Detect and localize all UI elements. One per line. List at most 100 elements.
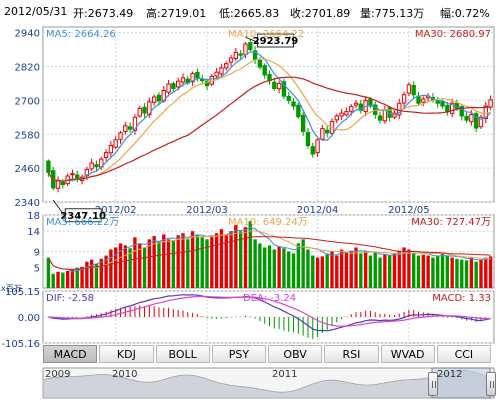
volume-bar <box>157 241 161 288</box>
price-y-tick: 2340 <box>15 198 40 209</box>
volume-bar <box>195 235 200 288</box>
volume-bar <box>479 259 483 288</box>
tab-macd[interactable]: MACD <box>43 345 98 363</box>
volume-bar <box>311 255 315 288</box>
candle-body <box>324 129 330 134</box>
navigator-right-handle[interactable] <box>486 372 496 396</box>
volume-bar <box>51 273 55 288</box>
volume-bar <box>219 229 224 288</box>
volume-bar <box>75 267 79 288</box>
macd-dif-line <box>48 294 491 332</box>
tab-cci[interactable]: CCI <box>436 345 491 363</box>
volume-bar <box>397 251 401 288</box>
price-x-tick: 2012/05 <box>388 205 430 216</box>
tab-rsi[interactable]: RSI <box>324 345 379 363</box>
volume-text: 量:775.13万 <box>360 7 425 20</box>
candle-body <box>459 106 464 117</box>
volume-bar <box>315 257 320 288</box>
volume-bar <box>373 252 377 288</box>
price-ma5-legend: MA5: 2664.26 <box>46 29 116 40</box>
volume-bar <box>445 255 450 288</box>
volume-bar <box>440 253 445 288</box>
tab-boll[interactable]: BOLL <box>155 345 210 363</box>
volume-bar <box>378 257 382 288</box>
candle-body <box>440 101 445 107</box>
volume-bar <box>412 253 416 288</box>
tab-psy[interactable]: PSY <box>211 345 266 363</box>
candle-body <box>478 116 484 128</box>
price-x-tick: 2012/04 <box>297 205 339 216</box>
candle-body <box>344 111 349 116</box>
candle-body <box>401 94 407 104</box>
volume-bar <box>416 255 421 288</box>
volume-bar <box>94 263 99 288</box>
volume-bar <box>133 237 137 288</box>
candle-body <box>142 106 147 114</box>
volume-bar <box>89 259 94 288</box>
volume-bar <box>301 239 305 288</box>
volume-bar <box>431 257 435 288</box>
candle-body <box>421 98 426 103</box>
candle-body <box>305 132 311 147</box>
navigator-history-area <box>42 370 495 399</box>
volume-bar <box>387 255 392 288</box>
macd-dif-legend: DIF: -2.58 <box>46 293 94 304</box>
candle-body <box>224 63 229 69</box>
candle-body <box>137 107 142 117</box>
volume-bar <box>330 251 334 288</box>
volume-bar <box>421 254 425 288</box>
macd-dea-legend: DEA: -3.24 <box>243 293 296 304</box>
volume-bar <box>272 249 276 288</box>
volume-bar <box>402 247 406 288</box>
volume-bar <box>205 239 209 288</box>
candle-body <box>123 125 128 132</box>
volume-bar <box>176 235 180 288</box>
volume-bar <box>104 255 108 288</box>
candle-body <box>296 104 301 118</box>
price-ma10-legend: MA10: 2664.22 <box>228 29 304 40</box>
tab-kdj[interactable]: KDJ <box>99 345 154 363</box>
close-text: 收:2701.89 <box>290 7 351 20</box>
tab-obv[interactable]: OBV <box>268 345 323 363</box>
candle-body <box>315 139 320 154</box>
volume-bar <box>200 237 204 288</box>
price-ma30-legend: MA30: 2680.97 <box>415 29 491 40</box>
low-text: 低:2665.83 <box>219 7 280 20</box>
candle-body <box>127 126 133 130</box>
volume-bar <box>229 231 233 288</box>
open-text: 开:2673.49 <box>73 7 134 20</box>
volume-bar <box>190 231 195 288</box>
quote-info-bar: 2012/05/31 开:2673.49 高:2719.01 低:2665.83… <box>0 0 503 24</box>
price-y-tick: 2700 <box>15 96 40 107</box>
candle-body <box>248 42 253 51</box>
min-price-callout-box <box>64 208 102 223</box>
volume-bar <box>46 257 51 288</box>
candle-body <box>156 94 162 102</box>
candle-body <box>118 132 123 140</box>
navigator-year-2010: 2010 <box>112 369 138 380</box>
price-ma5-line <box>47 51 491 183</box>
candle-body <box>219 67 224 75</box>
tab-wvad[interactable]: WVAD <box>380 345 435 363</box>
volume-bar <box>349 250 353 288</box>
volume-bar <box>186 239 190 288</box>
volume-ma10-line <box>47 230 491 270</box>
volume-bar <box>70 269 75 288</box>
candle-body <box>60 181 66 186</box>
navigator-left-handle[interactable] <box>428 372 438 396</box>
candle-body <box>257 59 263 68</box>
volume-bar <box>238 231 243 288</box>
candle-body <box>166 83 171 93</box>
candle-body <box>113 139 118 148</box>
candle-body <box>473 113 479 129</box>
candle-body <box>406 84 412 94</box>
volume-bar <box>123 245 127 288</box>
price-y-tick: 2460 <box>15 164 40 175</box>
volume-bar <box>282 248 286 288</box>
min-price-callout: 2347.10 <box>60 211 106 222</box>
candle-body <box>353 102 359 106</box>
candle-body <box>175 80 181 88</box>
price-panel-frame <box>42 26 495 203</box>
volume-bar <box>474 261 478 288</box>
